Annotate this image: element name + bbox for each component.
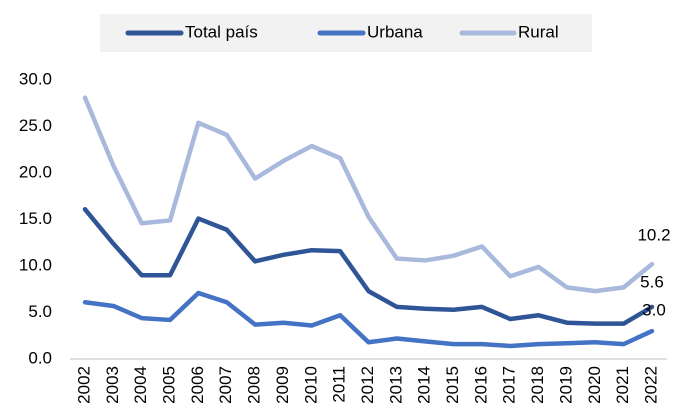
x-tick-label: 2009: [273, 366, 292, 404]
x-tick-label: 2006: [188, 366, 207, 404]
x-tick-label: 2011: [330, 366, 349, 403]
x-tick-label: 2018: [528, 366, 547, 404]
x-tick-label: 2016: [471, 366, 490, 404]
y-tick-label: 0.0: [28, 348, 52, 367]
x-tick-label: 2002: [74, 366, 93, 404]
legend-label: Rural: [518, 22, 559, 41]
y-tick-label: 5.0: [28, 302, 52, 321]
legend-label: Total país: [185, 22, 258, 41]
x-tick-label: 2013: [386, 366, 405, 404]
x-tick-label: 2017: [500, 366, 519, 404]
x-tick-label: 2020: [585, 366, 604, 404]
x-tick-label: 2010: [301, 366, 320, 404]
x-tick-label: 2004: [131, 366, 150, 404]
x-tick-label: 2021: [613, 366, 632, 404]
line-series: [82, 290, 655, 349]
y-tick-label: 20.0: [19, 162, 52, 181]
y-tick-label: 25.0: [19, 116, 52, 135]
x-tick-label: 2012: [358, 366, 377, 404]
data-label: 5.6: [640, 272, 664, 291]
data-label: 10.2: [637, 226, 670, 245]
line-series: [82, 95, 655, 294]
x-tick-label: 2007: [216, 366, 235, 404]
x-tick-label: 2005: [160, 366, 179, 404]
x-tick-label: 2022: [641, 366, 660, 404]
y-tick-label: 30.0: [19, 69, 52, 88]
data-label: 3.0: [642, 301, 666, 320]
x-tick-label: 2003: [103, 366, 122, 404]
line-series: [82, 207, 655, 326]
legend-label: Urbana: [367, 22, 423, 41]
x-tick-label: 2015: [443, 366, 462, 404]
x-tick-label: 2008: [245, 366, 264, 404]
y-tick-label: 15.0: [19, 209, 52, 228]
x-tick-label: 2019: [556, 366, 575, 404]
y-tick-label: 10.0: [19, 255, 52, 274]
x-tick-label: 2014: [415, 366, 434, 404]
